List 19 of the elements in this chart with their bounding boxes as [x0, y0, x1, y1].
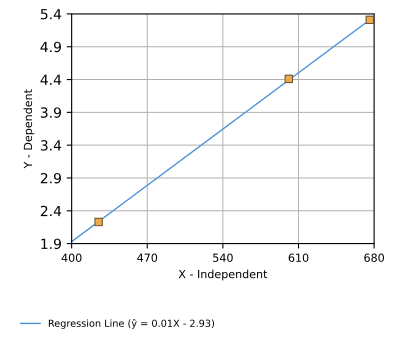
y-tick-label: 2.4 [40, 206, 62, 216]
point [366, 16, 374, 24]
x-tick-label: 470 [137, 254, 158, 262]
y-tick-label: 1.9 [41, 238, 61, 250]
x-tick-label: 610 [288, 254, 308, 262]
y-tick-label: 3.9 [40, 107, 61, 118]
y-tick-label: 2.9 [40, 172, 61, 184]
y-tick-label: 4.4 [40, 74, 62, 85]
y-tick-label: 5.4 [40, 9, 62, 20]
y-tick-label: 3.4 [40, 140, 62, 151]
point [284, 74, 294, 84]
x-tick-label: 540 [213, 254, 233, 262]
y-axis-title: Y - Dependent [24, 89, 34, 169]
x-tick-label: 400 [62, 254, 82, 262]
y-tick-label: 4.9 [40, 42, 61, 52]
x-axis-title: X - Independent [178, 270, 268, 280]
x-tick-label: 680 [364, 254, 384, 262]
point [94, 218, 103, 226]
legend-label: Regression Line (ŷ = 0.01X - 2.93) [48, 319, 214, 329]
